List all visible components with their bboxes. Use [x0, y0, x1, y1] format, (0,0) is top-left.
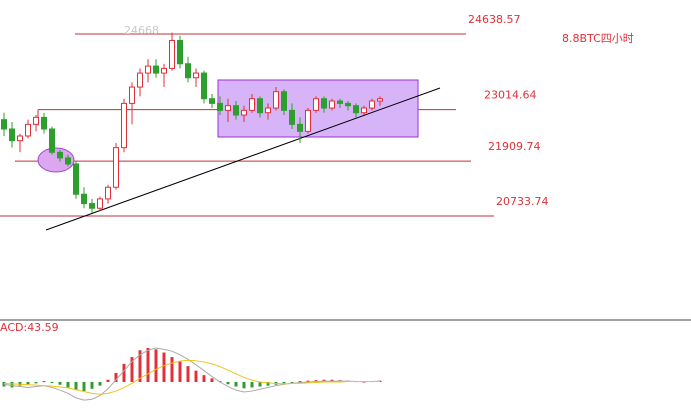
macd-bar: [138, 350, 142, 382]
peak-label: 24668: [124, 24, 159, 37]
macd-bar: [106, 379, 110, 382]
candle-body: [9, 128, 15, 142]
macd-bar: [258, 382, 262, 387]
macd-bar: [130, 357, 134, 382]
macd-bar: [26, 382, 30, 385]
candle-body: [17, 135, 23, 142]
candle-body: [217, 102, 223, 111]
candle-body: [65, 157, 71, 165]
macd-bar: [162, 352, 166, 382]
candle-body: [25, 123, 31, 137]
candle-body: [281, 91, 287, 111]
macd-bar: [186, 366, 190, 382]
macd-bar: [194, 370, 198, 382]
macd-bar: [2, 382, 6, 387]
macd-bar: [50, 382, 54, 383]
macd-bar: [98, 382, 102, 386]
candle-body: [121, 102, 127, 149]
candle-body: [273, 91, 279, 109]
candle-body: [265, 107, 271, 114]
macd-bar: [66, 382, 70, 388]
candle-body: [257, 98, 263, 114]
candle-body: [177, 39, 183, 65]
macd-bar: [10, 382, 14, 388]
candle-body: [1, 119, 7, 130]
macd-line: [3, 359, 380, 395]
candle-body: [33, 116, 39, 125]
candle-body: [297, 123, 303, 132]
level-label: 21909.74: [488, 140, 541, 153]
candle-body: [73, 163, 79, 195]
macd-bar: [306, 380, 310, 382]
candle-body: [185, 63, 191, 79]
candle-body: [49, 128, 55, 153]
candle-body: [105, 186, 111, 200]
candle-body: [193, 72, 199, 79]
candle-body: [201, 72, 207, 100]
level-label: 24638.57: [468, 13, 521, 26]
macd-bar: [58, 382, 62, 385]
macd-bar: [34, 382, 38, 384]
candle-body: [369, 100, 375, 109]
macd-bar: [146, 348, 150, 382]
macd-bar: [226, 382, 230, 385]
candle-body: [305, 109, 311, 132]
macd-line: [3, 347, 381, 401]
macd-bar: [210, 378, 214, 382]
macd-bar: [266, 382, 270, 386]
macd-bar: [178, 361, 182, 382]
candle-body: [137, 72, 143, 88]
candle-body: [57, 151, 63, 159]
candle-body: [209, 98, 215, 104]
candle-body: [97, 198, 103, 209]
macd-bar: [298, 381, 302, 383]
candle-body: [225, 105, 231, 111]
trend-line: [45, 87, 441, 231]
macd-bar: [90, 382, 94, 389]
level-label: 20733.74: [496, 195, 549, 208]
macd-bar: [234, 382, 238, 387]
highlight-ellipse: [37, 147, 75, 173]
candle-body: [345, 102, 351, 107]
macd-bar: [82, 382, 86, 392]
candle-body: [313, 98, 319, 111]
candle-body: [241, 109, 247, 116]
candle-body: [321, 98, 327, 109]
macd-label: ACD:43.59: [0, 321, 59, 334]
macd-bar: [122, 363, 126, 382]
chart-title: 8.8BTC四小时: [562, 32, 634, 45]
macd-bar: [74, 382, 78, 391]
candle-body: [233, 105, 239, 116]
candle-body: [41, 116, 47, 130]
macd-bar: [242, 382, 246, 389]
candle-body: [169, 39, 175, 69]
candle-body: [89, 203, 95, 209]
candle-body: [353, 105, 359, 114]
macd-bar: [114, 372, 118, 382]
macd-bar: [282, 382, 286, 384]
candle-body: [113, 147, 119, 188]
candle-body: [329, 100, 335, 109]
candle-body: [337, 100, 343, 104]
candle-body: [361, 107, 367, 114]
candle-body: [249, 98, 255, 111]
candle-body: [81, 193, 87, 205]
macd-bar: [250, 382, 254, 388]
candle-body: [289, 109, 295, 125]
candle-body: [129, 86, 135, 104]
macd-bar: [290, 382, 294, 383]
candle-body: [145, 65, 151, 74]
macd-bar: [202, 375, 206, 382]
macd-bar: [170, 357, 174, 382]
candle-body: [377, 98, 383, 102]
level-label: 23014.64: [484, 89, 537, 102]
macd-bar: [42, 381, 46, 383]
macd-bar: [154, 349, 158, 382]
candle-body: [153, 65, 159, 74]
candle-body: [161, 67, 167, 74]
